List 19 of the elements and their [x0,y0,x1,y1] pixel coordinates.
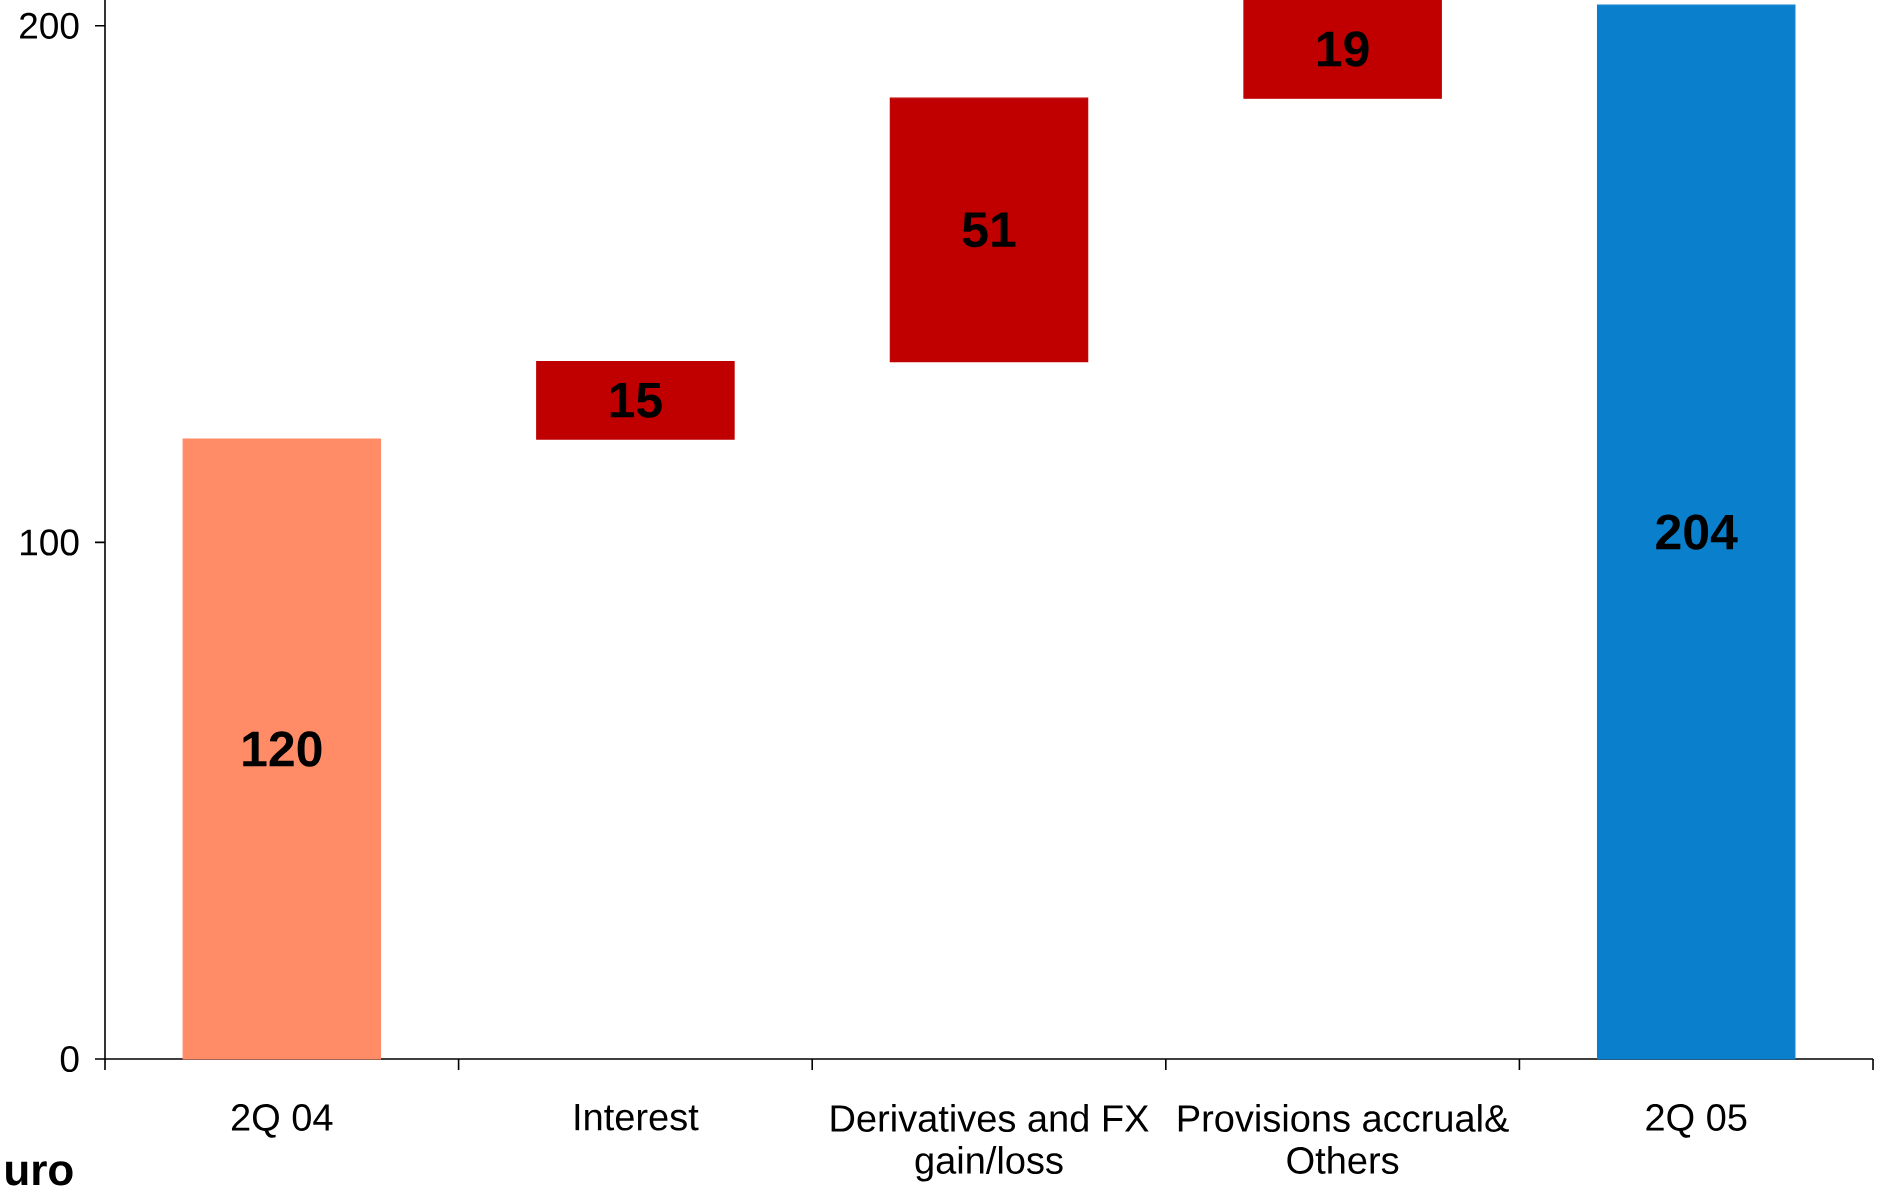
data-label: 15 [610,382,662,418]
x-tick-label: 2Q 05 [1646,1104,1747,1138]
bar [182,438,382,1060]
text: uro [6,1161,73,1186]
data-label: 51 [962,212,1016,248]
y-tick-label: 0 [60,1045,79,1073]
y-tick-label: 100 [21,529,79,556]
bar [1596,4,1796,1060]
x-tick-label: Provisions accrual& Others [1178,1104,1509,1174]
bar [1243,0,1442,99]
data-label: 120 [243,731,322,767]
x-tick-label: 2Q 04 [231,1104,333,1138]
y-tick-label: 200 [20,12,79,39]
data-label: 204 [1656,514,1738,550]
data-label: 19 [1317,31,1369,67]
bar [889,97,1089,363]
x-tick-label: Interest [575,1104,699,1131]
bar [536,361,735,440]
x-tick-label: Derivatives and FX gain/loss [831,1104,1149,1182]
